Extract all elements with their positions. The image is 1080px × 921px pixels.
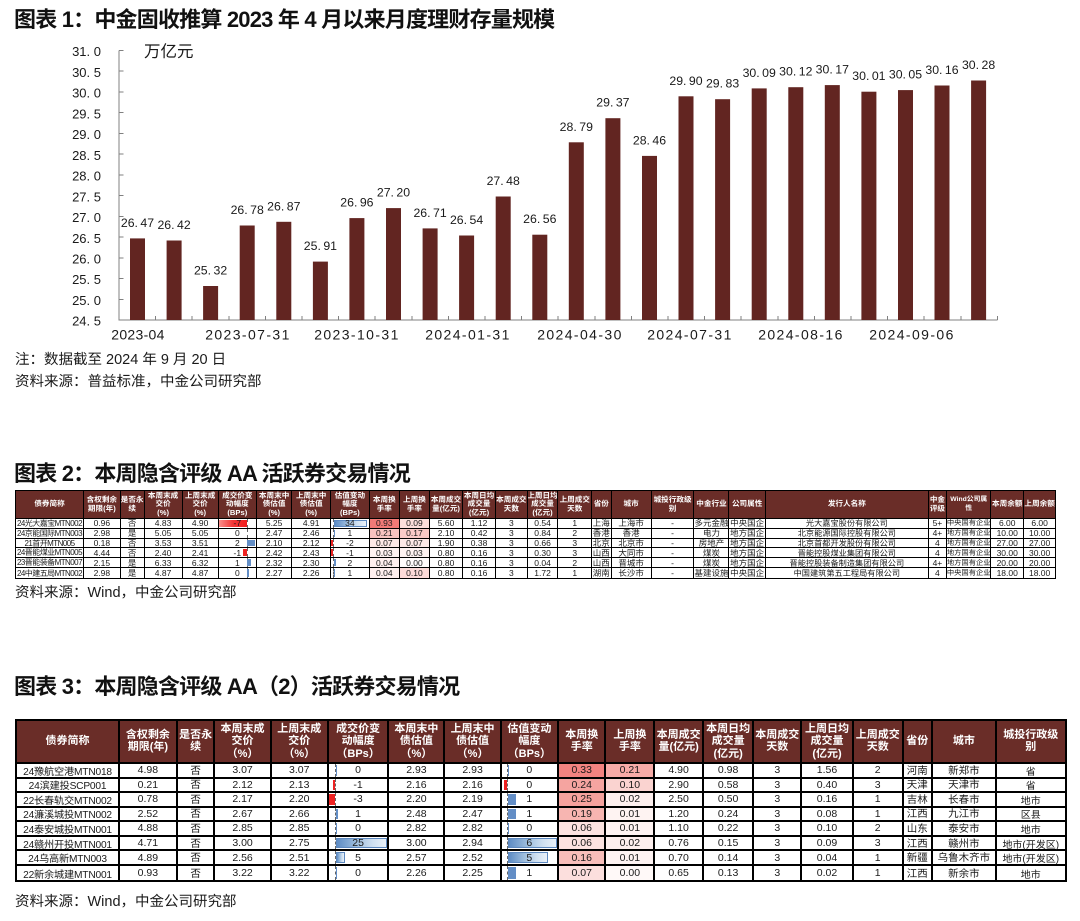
svg-text:26. 47: 26. 47 [121,216,154,230]
svg-text:26. 96: 26. 96 [340,196,373,210]
svg-text:29. 83: 29. 83 [706,77,739,91]
svg-text:30. 16: 30. 16 [925,63,958,77]
svg-text:26. 71: 26. 71 [413,206,446,220]
svg-text:2024-08-16: 2024-08-16 [758,327,844,343]
svg-text:2024-01-31: 2024-01-31 [425,327,511,343]
svg-text:26. 0: 26. 0 [72,252,101,267]
svg-text:24. 5: 24. 5 [72,314,101,329]
svg-text:25. 91: 25. 91 [304,239,337,253]
svg-text:30. 12: 30. 12 [779,65,812,79]
svg-text:2023-04: 2023-04 [111,327,164,343]
svg-text:29. 90: 29. 90 [669,74,702,88]
svg-text:26. 42: 26. 42 [157,218,190,232]
svg-text:30. 5: 30. 5 [72,65,101,80]
svg-text:万亿元: 万亿元 [144,43,194,61]
svg-text:2024-07-31: 2024-07-31 [647,327,733,343]
svg-text:26. 56: 26. 56 [523,212,556,226]
svg-text:2024-04-30: 2024-04-30 [537,327,623,343]
svg-text:2023-07-31: 2023-07-31 [205,327,291,343]
svg-text:26. 87: 26. 87 [267,199,300,213]
svg-text:2024-09-06: 2024-09-06 [869,327,955,343]
svg-text:27. 0: 27. 0 [72,210,101,225]
svg-text:28. 0: 28. 0 [72,169,101,184]
svg-text:27. 5: 27. 5 [72,189,101,204]
svg-text:30. 0: 30. 0 [72,86,101,101]
svg-text:2023-10-31: 2023-10-31 [314,327,400,343]
svg-text:29. 0: 29. 0 [72,127,101,142]
svg-text:26. 54: 26. 54 [450,213,483,227]
svg-text:27. 48: 27. 48 [487,174,520,188]
svg-text:30. 05: 30. 05 [889,68,922,82]
svg-text:28. 46: 28. 46 [633,133,666,147]
svg-text:26. 78: 26. 78 [231,203,264,217]
svg-text:26. 5: 26. 5 [72,231,101,246]
svg-text:30. 09: 30. 09 [743,66,776,80]
svg-text:29. 37: 29. 37 [596,96,629,110]
svg-text:30. 01: 30. 01 [852,69,885,83]
svg-text:25. 0: 25. 0 [72,293,101,308]
svg-text:25. 32: 25. 32 [194,264,227,278]
svg-text:28. 79: 28. 79 [560,120,593,134]
svg-text:30. 17: 30. 17 [816,63,849,77]
svg-text:25. 5: 25. 5 [72,272,101,287]
svg-text:30. 28: 30. 28 [962,58,995,72]
svg-text:29. 5: 29. 5 [72,106,101,121]
svg-text:31. 0: 31. 0 [72,44,101,59]
svg-text:28. 5: 28. 5 [72,148,101,163]
svg-text:27. 20: 27. 20 [377,186,410,200]
